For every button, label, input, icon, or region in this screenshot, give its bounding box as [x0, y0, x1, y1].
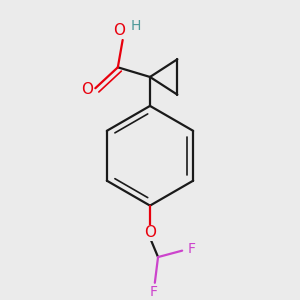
Text: O: O	[144, 226, 156, 241]
Text: O: O	[81, 82, 93, 97]
Text: F: F	[149, 285, 157, 299]
Text: F: F	[187, 242, 195, 256]
Text: O: O	[113, 23, 125, 38]
Text: H: H	[131, 19, 141, 32]
